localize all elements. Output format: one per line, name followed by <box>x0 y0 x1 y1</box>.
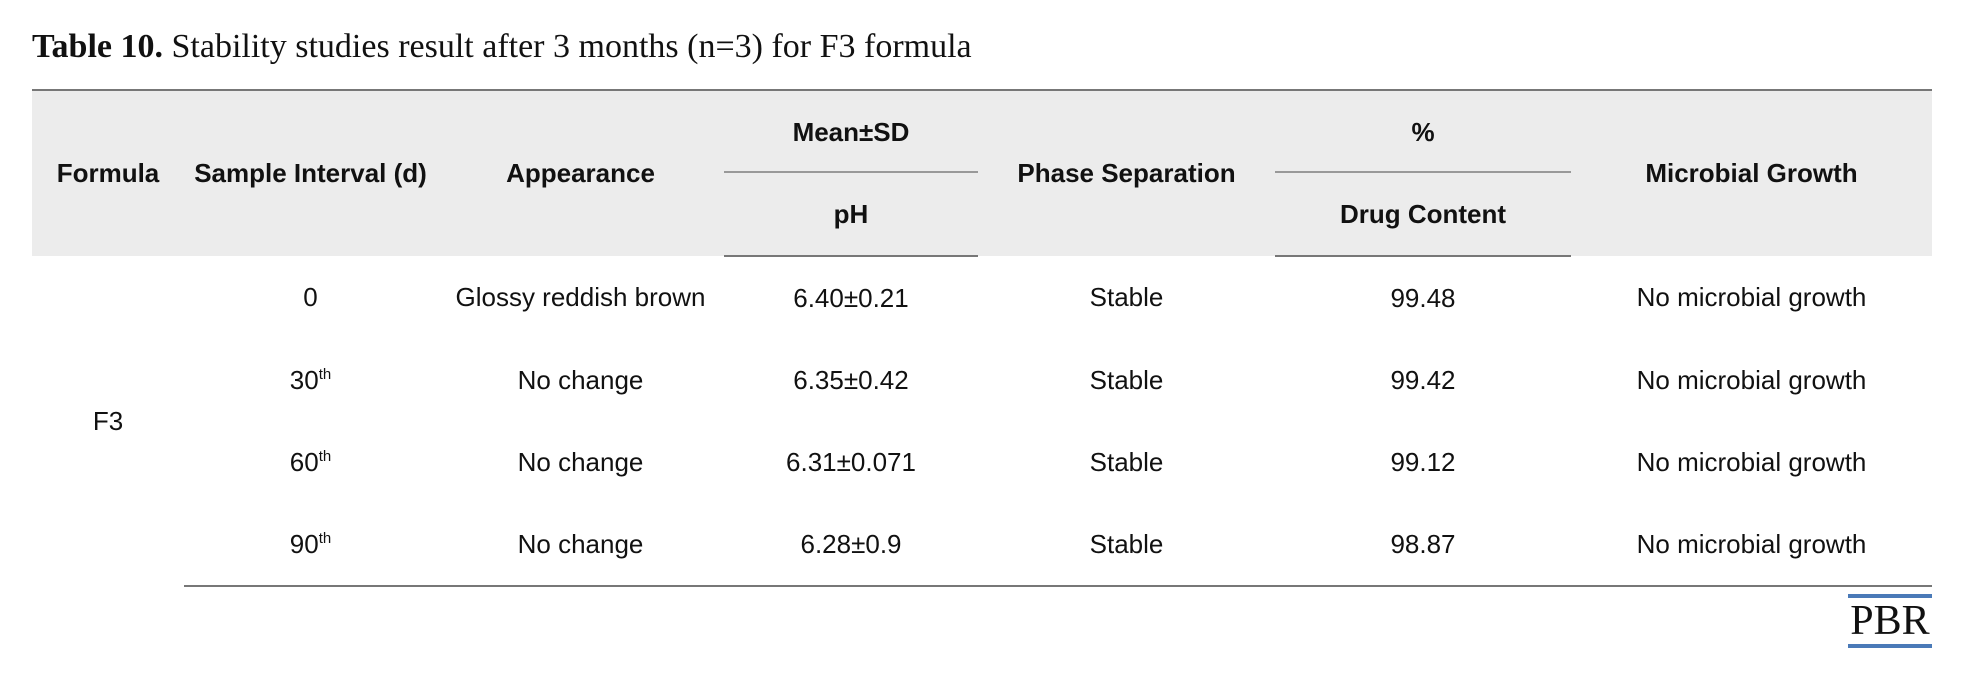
cell-drug-content: 99.48 <box>1390 282 1456 313</box>
cell-interval: 90th <box>184 503 437 587</box>
header-ph-group: Mean±SD <box>724 90 978 173</box>
stability-table: Formula Sample Interval (d) Appearance M… <box>32 89 1932 587</box>
cell-formula: F3 <box>92 405 124 436</box>
cell-drug-content: 98.87 <box>1275 503 1571 587</box>
cell-appearance: No change <box>517 364 644 395</box>
stability-table-container: Formula Sample Interval (d) Appearance M… <box>32 89 1932 587</box>
table-caption-label: Table 10. <box>32 28 164 65</box>
logo-text: PBR <box>1850 598 1930 644</box>
header-appearance: Appearance <box>437 90 724 256</box>
header-formula: Formula <box>32 90 184 256</box>
cell-phase-separation: Stable <box>1089 282 1164 312</box>
header-phase-separation: Phase Separation <box>978 90 1275 256</box>
table-row: F3 0 Glossy reddish brown 6.40±0.21 Stab… <box>32 256 1932 436</box>
cell-microbial-growth: No microbial growth <box>1636 364 1867 395</box>
table-caption-text: Stability studies result after 3 months … <box>163 28 972 65</box>
table-row: 60th No change 6.31±0.071 Stable 99.12 N… <box>32 421 1932 503</box>
cell-interval: 0 <box>303 282 318 312</box>
cell-microbial-growth: No microbial growth <box>1571 503 1932 587</box>
header-ph: pH <box>724 173 978 257</box>
table-row: 90th No change 6.28±0.9 Stable 98.87 No … <box>32 503 1932 587</box>
cell-phase-separation: Stable <box>1089 446 1164 477</box>
header-drug-group: % <box>1275 90 1571 173</box>
header-sample-interval: Sample Interval (d) <box>184 90 437 256</box>
cell-interval: 60th <box>289 446 332 477</box>
cell-ph: 6.28±0.9 <box>724 503 978 587</box>
cell-ph: 6.35±0.42 <box>793 364 909 395</box>
header-microbial-growth: Microbial Growth <box>1571 90 1932 256</box>
table-caption: Table 10. Stability studies result after… <box>32 28 972 66</box>
table-row: 30th No change 6.35±0.42 Stable 99.42 No… <box>32 339 1932 421</box>
cell-phase-separation: Stable <box>978 503 1275 587</box>
cell-microbial-growth: No microbial growth <box>1636 446 1867 477</box>
table-header: Formula Sample Interval (d) Appearance M… <box>32 90 1932 257</box>
logo-top-bar <box>1848 594 1932 598</box>
cell-drug-content: 99.42 <box>1390 364 1456 395</box>
cell-phase-separation: Stable <box>1089 364 1164 395</box>
table-body: F3 0 Glossy reddish brown 6.40±0.21 Stab… <box>32 256 1932 587</box>
cell-drug-content: 99.12 <box>1390 446 1456 477</box>
logo-bottom-bar <box>1848 644 1932 648</box>
cell-ph: 6.31±0.071 <box>786 446 916 477</box>
cell-appearance: No change <box>517 446 644 477</box>
cell-appearance: No change <box>437 503 724 587</box>
cell-microbial-growth: No microbial growth <box>1636 282 1867 312</box>
pbr-logo: PBR <box>1848 594 1932 648</box>
header-drug-content: Drug Content <box>1275 173 1571 257</box>
cell-appearance: Glossy reddish brown <box>455 282 706 312</box>
cell-ph: 6.40±0.21 <box>793 282 909 313</box>
cell-interval: 30th <box>289 364 332 395</box>
